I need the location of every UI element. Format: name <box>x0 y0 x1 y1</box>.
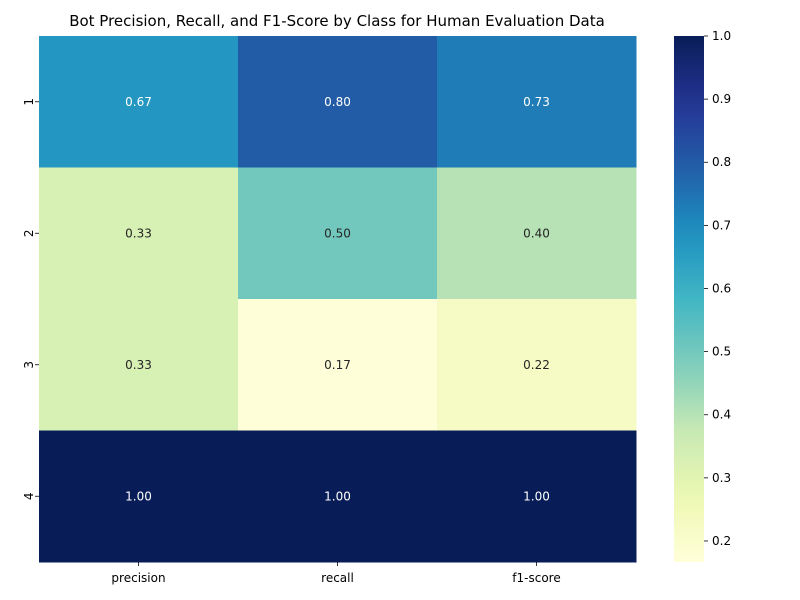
heatmap-cells: 0.67 0.80 0.73 0.33 0.50 0.40 0.33 0.17 0.22 1.00… <box>39 36 637 563</box>
cell-value-label: 0.50 <box>324 226 351 240</box>
x-axis: precision recall f1-score <box>111 562 561 585</box>
heatmap-cell-1-recall <box>238 36 438 168</box>
heatmap-cell-4-recall <box>238 430 438 563</box>
colorbar-tick-label: 0.5 <box>712 345 731 359</box>
x-tick-label: recall <box>321 571 354 585</box>
y-tick-label: 4 <box>22 492 36 500</box>
cell-value-label: 0.17 <box>324 358 351 372</box>
x-tick-label: precision <box>111 571 165 585</box>
colorbar-tick-label: 0.6 <box>712 281 731 295</box>
heatmap-cell-2-recall <box>238 167 438 300</box>
heatmap-cell-3-precision <box>39 299 239 431</box>
y-tick-label: 2 <box>22 229 36 237</box>
cell-value-label: 1.00 <box>523 489 550 503</box>
heatmap-cell-3-f1-score <box>437 299 637 431</box>
x-tick-label: f1-score <box>512 571 560 585</box>
colorbar <box>674 36 704 562</box>
cell-value-label: 1.00 <box>125 489 152 503</box>
colorbar-tick-label: 1.0 <box>712 29 731 43</box>
cell-value-label: 0.80 <box>324 95 351 109</box>
heatmap-cell-2-precision <box>39 167 239 300</box>
colorbar-tick-label: 0.8 <box>712 155 731 169</box>
colorbar-tick-label: 0.3 <box>712 471 731 485</box>
heatmap-cell-4-f1-score <box>437 430 637 563</box>
cell-value-label: 0.73 <box>523 95 550 109</box>
colorbar-tick-label: 0.4 <box>712 408 731 422</box>
cell-value-label: 1.00 <box>324 489 351 503</box>
cell-value-label: 0.33 <box>125 358 152 372</box>
cell-value-label: 0.40 <box>523 226 550 240</box>
colorbar-tick-label: 0.9 <box>712 92 731 106</box>
y-axis: 1 2 3 4 <box>22 98 39 500</box>
heatmap-cell-3-recall <box>238 299 438 431</box>
cell-value-label: 0.22 <box>523 358 550 372</box>
heatmap-cell-4-precision <box>39 430 239 563</box>
heatmap-cell-2-f1-score <box>437 167 637 300</box>
colorbar-tick-label: 0.2 <box>712 534 731 548</box>
y-tick-label: 3 <box>22 361 36 369</box>
cell-value-label: 0.67 <box>125 95 152 109</box>
cell-value-label: 0.33 <box>125 226 152 240</box>
heatmap-cell-1-precision <box>39 36 239 168</box>
heatmap-cell-1-f1-score <box>437 36 637 168</box>
colorbar-tick-label: 0.7 <box>712 218 731 232</box>
chart-title: Bot Precision, Recall, and F1-Score by C… <box>69 12 605 30</box>
colorbar-axis: 0.2 0.3 0.4 0.5 0.6 0.7 0.8 0.9 1.0 <box>704 29 731 548</box>
y-tick-label: 1 <box>22 98 36 106</box>
